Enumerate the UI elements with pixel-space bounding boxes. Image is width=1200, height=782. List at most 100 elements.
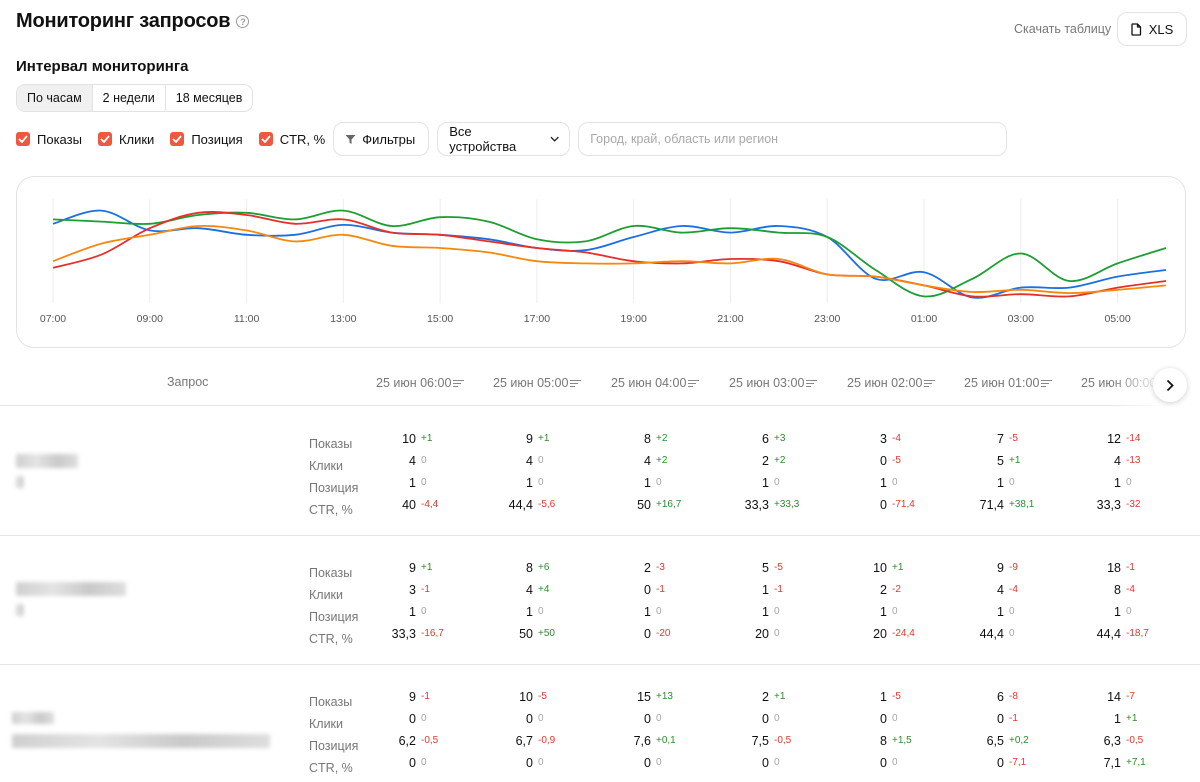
query-text-redacted [12,712,54,724]
cell-delta: 0 [1126,477,1132,488]
cell-value: 4 [526,454,533,468]
cell-delta: +1 [1009,455,1021,466]
cell-value: 0 [880,712,887,726]
x-tick-label: 19:00 [621,313,647,325]
cell-value: 0 [644,627,651,641]
cell-delta: 0 [538,757,544,768]
cell-delta: -18,7 [1126,628,1149,639]
cell-value: 9 [526,432,533,446]
cell-delta: 0 [656,757,662,768]
cell-value: 0 [644,712,651,726]
checkbox-checked-icon [97,132,112,146]
column-header-date[interactable]: 25 июн 01:00 [964,376,1053,390]
cell-value: 0 [762,756,769,770]
cell-value: 9 [409,690,416,704]
cell-value: 1 [997,605,1004,619]
checkbox-label: Показы [37,131,82,147]
cell-delta: +2 [656,455,668,466]
cell-delta: +1 [1126,713,1138,724]
cell-delta: -20 [656,628,671,639]
cell-value: 6 [762,432,769,446]
cell-delta: 0 [538,477,544,488]
cell-delta: -1 [774,584,783,595]
cell-value: 4 [409,454,416,468]
cell-delta: 0 [892,477,898,488]
column-header-date[interactable]: 25 июн 02:00 [847,376,936,390]
checkbox-label: Позиция [191,131,243,147]
x-tick-label: 05:00 [1104,313,1130,325]
cell-delta: -32 [1126,499,1141,510]
cell-delta: +33,3 [774,499,800,510]
x-tick-label: 17:00 [524,313,550,325]
xls-download-button[interactable]: XLS [1117,12,1187,46]
cell-delta: +1 [421,433,433,444]
cell-value: 1 [1114,712,1121,726]
table-row[interactable]: Показы Клики Позиция CTR, % 9 -1 0 0 6,2 -0,5 0 0 10… [0,665,1200,782]
cell-delta: -8 [1009,691,1018,702]
interval-option-18-months[interactable]: 18 месяцев [165,85,253,111]
sort-icon [570,379,582,388]
series-line-3 [52,224,1167,295]
cell-value: 6,3 [1103,734,1121,748]
cell-delta: 0 [892,757,898,768]
metric-label: Клики [309,717,344,731]
metric-label: Показы [309,695,353,709]
page-title: Мониторинг запросов ? [16,10,250,33]
device-select[interactable]: Все устройства [437,122,571,156]
table-row[interactable]: Показы Клики Позиция CTR, % 9 +1 3 -1 1 0 33,3 -16,… [0,536,1200,665]
cell-delta: 0 [538,713,544,724]
cell-value: 3 [880,432,887,446]
cell-delta: -0,9 [538,735,556,746]
cell-delta: -5 [892,455,901,466]
sort-icon [924,379,936,388]
cell-delta: -14 [1126,433,1141,444]
cell-delta: +13 [656,691,673,702]
checkbox-checked-icon [16,132,30,146]
cell-delta: +6 [538,562,550,573]
cell-delta: 0 [538,455,544,466]
cell-value: 9 [409,561,416,575]
cell-delta: +50 [538,628,555,639]
cell-delta: -4,4 [421,499,439,510]
cell-value: 0 [644,756,651,770]
column-header-date[interactable]: 25 июн 06:00 [376,376,465,390]
cell-value: 1 [997,476,1004,490]
cell-value: 5 [997,454,1004,468]
cell-delta: -13 [1126,455,1141,466]
table-row[interactable]: Показы Клики Позиция CTR, % 10 +1 4 0 1 0 40 -4,4 9 +… [0,407,1200,536]
interval-option-2-weeks[interactable]: 2 недели [92,85,166,111]
interval-option-hours[interactable]: По часам [17,85,93,111]
checkbox-checked-icon [258,132,273,146]
cell-value: 1 [1114,605,1121,619]
checkbox-shows[interactable]: Показы [16,132,82,147]
cell-delta: 0 [421,455,427,466]
column-header-date[interactable]: 25 июн 03:00 [729,376,818,390]
filters-button[interactable]: Фильтры [333,122,430,156]
cell-value: 7,5 [751,734,769,748]
cell-delta: -1 [1009,713,1018,724]
cell-value: 0 [997,756,1004,770]
cell-value: 4 [1114,454,1121,468]
column-header-date[interactable]: 25 июн 05:00 [493,376,582,390]
cell-value: 44,4 [979,627,1004,641]
checkbox-position[interactable]: Позиция [170,131,243,147]
cell-value: 10 [402,432,416,446]
query-text-redacted [12,734,270,748]
scroll-right-button[interactable] [1153,368,1187,402]
cell-delta: +38,1 [1009,499,1035,510]
cell-value: 0 [880,498,887,512]
checkbox-clicks[interactable]: Клики [97,132,154,147]
region-input[interactable] [578,122,1008,156]
device-select-value: Все устройства [449,124,517,154]
x-tick-label: 15:00 [427,313,453,325]
cell-delta: -0,5 [1126,735,1144,746]
cell-value: 33,3 [744,498,769,512]
x-tick-label: 13:00 [330,313,356,325]
cell-value: 5 [762,561,769,575]
metric-label: Показы [309,437,353,451]
cell-delta: +1 [538,433,550,444]
checkbox-ctr[interactable]: CTR, % [258,132,325,147]
help-icon[interactable]: ? [236,15,250,28]
cell-value: 7,1 [1103,756,1121,770]
column-header-date[interactable]: 25 июн 04:00 [611,376,700,390]
